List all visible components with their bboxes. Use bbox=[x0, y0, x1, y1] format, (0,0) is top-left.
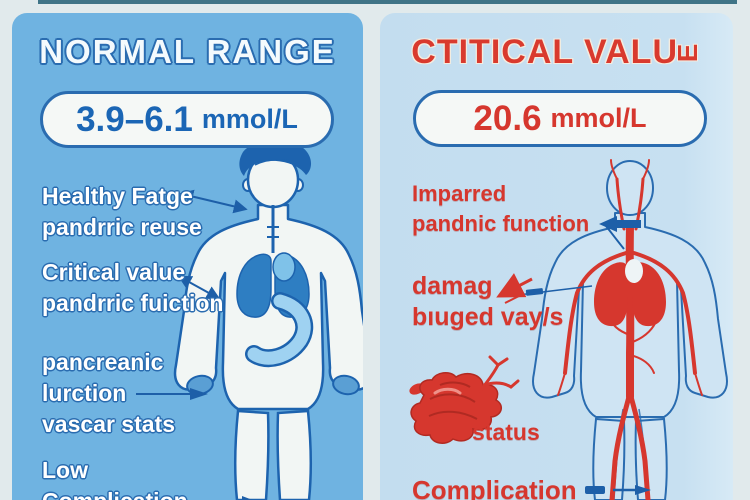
normal-range-pill: 3.9–6.1 mmol/L bbox=[40, 91, 334, 148]
critical-figure-illustration bbox=[409, 159, 728, 500]
label-status: status bbox=[472, 417, 540, 447]
vessel-branches bbox=[478, 355, 520, 393]
right-leg bbox=[276, 409, 313, 500]
label-line: pancreanic bbox=[42, 349, 164, 375]
left-lung-red bbox=[594, 262, 628, 327]
label-line: Complication bbox=[42, 486, 188, 500]
label-line: Imparred bbox=[412, 181, 507, 206]
label-line: Healthy Fatge bbox=[42, 183, 193, 209]
hair-strand bbox=[254, 159, 301, 166]
trachea-rings bbox=[267, 226, 279, 238]
critical-value-panel: CTITICAL VALUE 20.6 mmol/L Imparred pand… bbox=[380, 13, 733, 500]
label-line: pandrric reuse bbox=[42, 214, 202, 240]
left-arrow-icon bbox=[599, 216, 642, 232]
critical-value-pill: 20.6 mmol/L bbox=[413, 90, 707, 147]
red-arrow-icon bbox=[496, 273, 533, 298]
callout-arrow-healthy bbox=[179, 189, 248, 214]
right-hand bbox=[332, 374, 360, 396]
rotated-letter: E bbox=[672, 42, 704, 63]
label-row: pandnic function bbox=[412, 209, 643, 239]
label-line: pandnic function bbox=[412, 211, 590, 236]
label-pancreatic-function: pancreanic lurction vascar stats bbox=[42, 347, 212, 440]
label-low-complication: Low Complication bbox=[42, 455, 262, 500]
normal-range-unit: mmol/L bbox=[201, 104, 298, 134]
heart-highlight bbox=[625, 259, 643, 283]
label-critical-value: Critical value pandrric fuiction bbox=[42, 257, 223, 319]
red-arrow-tail bbox=[504, 293, 524, 304]
label-healthy-range: Healthy Fatge pandrric reuse bbox=[42, 181, 202, 243]
label-line: lurction bbox=[42, 380, 127, 406]
heart bbox=[272, 252, 296, 282]
damaged-vessel-mass bbox=[409, 355, 520, 444]
left-leg bbox=[233, 409, 270, 500]
label-line: status bbox=[472, 419, 540, 445]
normal-figure-illustration bbox=[173, 139, 363, 500]
normal-range-panel: NORMAL RANGE 3.9–6.1 mmol/L Healthy Fatg… bbox=[12, 13, 363, 500]
right-arrow-icon bbox=[241, 495, 254, 500]
label-line: Complication bbox=[412, 475, 577, 500]
left-lung bbox=[236, 253, 272, 318]
label-row: lurction bbox=[42, 378, 212, 409]
label-line: bıuged vay/s bbox=[412, 303, 564, 331]
critical-value-unit: mmol/L bbox=[550, 103, 647, 133]
label-damaged-vessels: damag bıuged vay/s bbox=[412, 271, 563, 333]
dash-arrow-icon bbox=[584, 485, 651, 495]
circulatory-person-figure bbox=[532, 159, 728, 500]
critical-value-number: 20.6 bbox=[473, 98, 542, 138]
label-line: damag bbox=[412, 272, 493, 300]
label-line: Low bbox=[42, 457, 88, 483]
normal-range-value: 3.9–6.1 bbox=[76, 99, 193, 139]
hair bbox=[239, 139, 312, 176]
label-complication: Complication bbox=[412, 475, 655, 500]
top-edge-strip bbox=[38, 0, 737, 4]
title-text: CTITICAL VALU bbox=[411, 33, 679, 71]
right-panel-title: CTITICAL VALUE bbox=[380, 33, 733, 72]
healthy-person-figure bbox=[173, 139, 363, 500]
label-row: Complication bbox=[42, 486, 262, 500]
intestine bbox=[247, 294, 311, 365]
label-impaired-function: Imparred pandnic function bbox=[412, 179, 643, 239]
label-row: Complication bbox=[412, 475, 655, 500]
left-panel-title: NORMAL RANGE bbox=[39, 33, 336, 70]
label-line: vascar stats bbox=[42, 411, 175, 437]
callout-dash bbox=[525, 288, 544, 296]
callout-arrow-critical bbox=[177, 275, 221, 300]
vessel-mass-folds bbox=[428, 381, 478, 420]
label-line: Critical value bbox=[42, 259, 186, 285]
label-line: pandrric fuiction bbox=[42, 290, 224, 316]
vessel-mass-highlight bbox=[433, 387, 462, 395]
right-arrow-icon bbox=[136, 387, 209, 400]
